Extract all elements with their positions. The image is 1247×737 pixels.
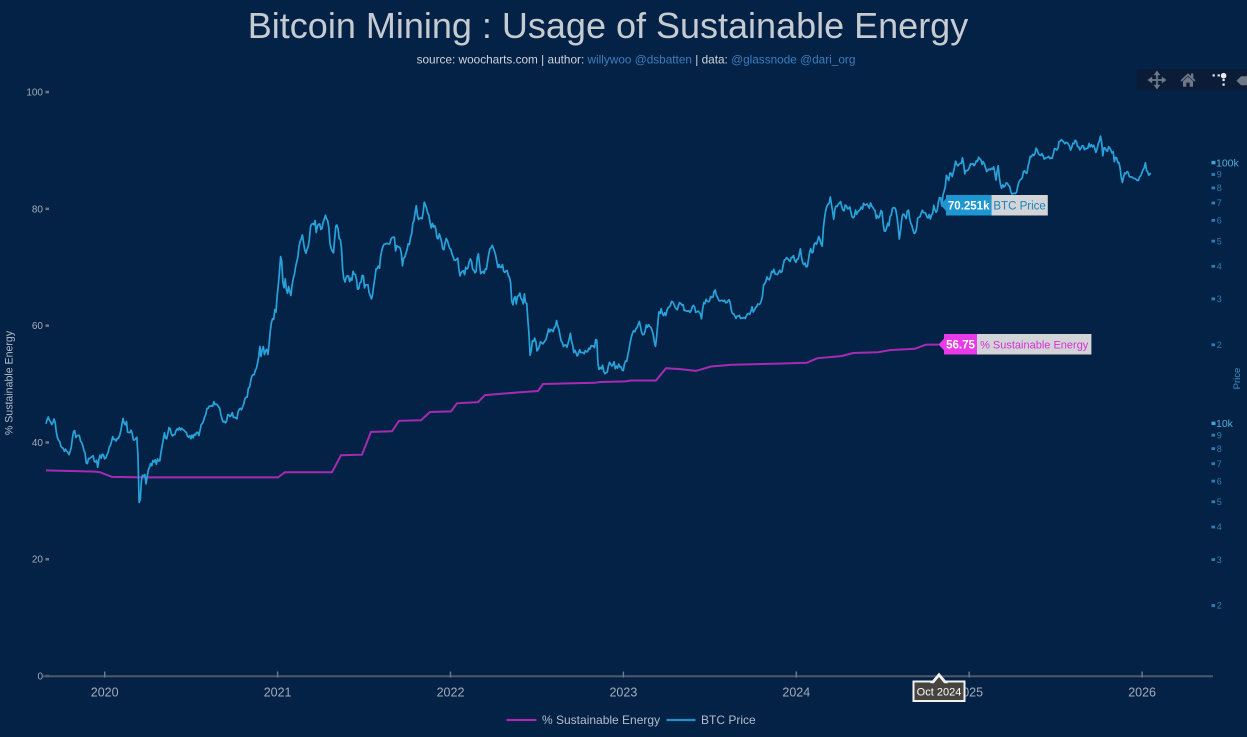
svg-text:2024: 2024 xyxy=(782,686,810,700)
svg-text:3: 3 xyxy=(1217,294,1222,304)
svg-text:Bitcoin Mining : Usage of Sust: Bitcoin Mining : Usage of Sustainable En… xyxy=(248,5,968,46)
svg-text:3: 3 xyxy=(1217,555,1222,565)
svg-text:9: 9 xyxy=(1217,170,1222,180)
svg-text:6: 6 xyxy=(1217,216,1222,226)
svg-text:5: 5 xyxy=(1217,236,1222,246)
svg-text:2026: 2026 xyxy=(1128,686,1156,700)
svg-text:100: 100 xyxy=(26,88,43,99)
svg-text:9: 9 xyxy=(1217,430,1222,440)
svg-text:100k: 100k xyxy=(1216,157,1240,169)
svg-text:56.75: 56.75 xyxy=(946,340,975,352)
svg-text:40: 40 xyxy=(32,438,44,449)
svg-text:% Sustainable Energy: % Sustainable Energy xyxy=(4,330,16,435)
svg-text:BTC Price: BTC Price xyxy=(993,201,1045,213)
svg-text:10k: 10k xyxy=(1216,418,1234,430)
svg-text:4: 4 xyxy=(1217,522,1222,532)
svg-text:% Sustainable Energy: % Sustainable Energy xyxy=(542,713,660,727)
svg-text:2020: 2020 xyxy=(91,686,119,700)
svg-text:5: 5 xyxy=(1217,497,1222,507)
svg-text:Price: Price xyxy=(1232,368,1243,390)
svg-text:2: 2 xyxy=(1217,340,1222,350)
svg-text:7: 7 xyxy=(1217,459,1222,469)
svg-text:8: 8 xyxy=(1217,444,1222,454)
svg-text:6: 6 xyxy=(1217,476,1222,486)
svg-text:2022: 2022 xyxy=(437,686,465,700)
svg-text:2021: 2021 xyxy=(264,686,292,700)
svg-text:2: 2 xyxy=(1217,601,1222,611)
svg-text:% Sustainable Energy: % Sustainable Energy xyxy=(980,339,1089,351)
svg-text:BTC Price: BTC Price xyxy=(701,713,756,727)
svg-text:source: woocharts.com | author: source: woocharts.com | author: willywoo… xyxy=(417,53,856,67)
svg-text:70.251k: 70.251k xyxy=(948,201,990,213)
svg-text:0: 0 xyxy=(37,672,43,683)
svg-text:8: 8 xyxy=(1217,183,1222,193)
svg-text:4: 4 xyxy=(1217,262,1222,272)
svg-text:80: 80 xyxy=(32,204,44,215)
svg-text:7: 7 xyxy=(1217,198,1222,208)
svg-text:20: 20 xyxy=(32,555,44,566)
svg-text:2023: 2023 xyxy=(609,686,637,700)
svg-text:Oct 2024: Oct 2024 xyxy=(917,687,962,699)
svg-text:60: 60 xyxy=(32,321,44,332)
